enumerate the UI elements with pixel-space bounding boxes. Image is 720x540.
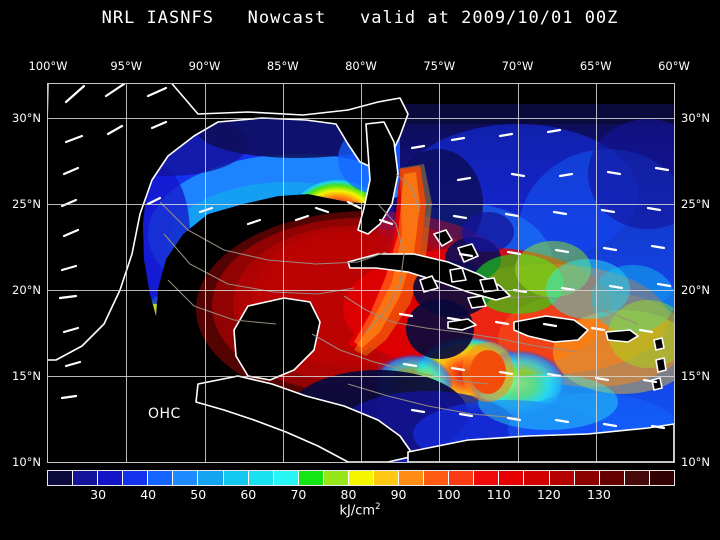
lon-tick-label: 60°W (658, 59, 690, 73)
map-canvas (48, 84, 674, 462)
lat-tick-label: 20°N (681, 283, 710, 298)
colorbar-tick-label: 90 (390, 487, 407, 502)
colorbar-swatch (524, 471, 550, 485)
colorbar-tick-label: 80 (340, 487, 357, 502)
colorbar-swatch (148, 471, 174, 485)
lon-tick-label: 65°W (579, 59, 612, 73)
lat-tick-label: 30°N (681, 111, 710, 126)
colorbar-swatch (223, 471, 249, 485)
lat-tick-label: 25°N (681, 197, 710, 212)
colorbar-tick-label: 100 (436, 487, 461, 502)
colorbar-swatch (374, 471, 400, 485)
units-text: kJ/cm (339, 503, 376, 519)
colorbar-tick-labels: 30 40 50 60 70 80 90 100 110 120 130 (0, 487, 720, 503)
map-plot-frame[interactable]: OHC (47, 83, 675, 463)
colorbar-swatch (273, 471, 299, 485)
lon-tick-label: 95°W (110, 59, 143, 73)
colorbar-swatch (499, 471, 525, 485)
ohc-field-raster (48, 84, 674, 462)
lat-tick-label: 10°N (681, 455, 710, 469)
lon-tick-label: 85°W (266, 59, 299, 73)
lon-tick-label: 100°W (28, 59, 68, 73)
colorbar-swatch (98, 471, 124, 485)
field-label: OHC (148, 406, 181, 422)
colorbar-swatch (549, 471, 575, 485)
colorbar-swatch (48, 471, 74, 485)
lon-tick-label: 70°W (501, 59, 534, 73)
colorbar-swatch (73, 471, 99, 485)
colorbar-swatch (248, 471, 274, 485)
lat-tick-label: 25°N (12, 197, 41, 212)
colorbar-swatch (323, 471, 349, 485)
colorbar-tick-label: 110 (486, 487, 511, 502)
lat-tick-label: 15°N (681, 369, 710, 384)
colorbar-swatch (399, 471, 425, 485)
colorbar-swatch (624, 471, 650, 485)
lat-tick-label: 15°N (12, 369, 41, 384)
colorbar-tick-label: 60 (240, 487, 257, 502)
lon-tick-label: 75°W (423, 59, 456, 73)
units-exponent: 2 (375, 502, 381, 512)
lat-tick-label: 10°N (12, 455, 41, 469)
colorbar-swatch (474, 471, 500, 485)
colorbar-tick-label: 130 (586, 487, 611, 502)
colorbar-units-label: kJ/cm2 (0, 502, 720, 518)
colorbar-tick-label: 70 (290, 487, 307, 502)
page-title: NRL IASNFS Nowcast valid at 2009/10/01 0… (101, 8, 619, 28)
longitude-axis-labels: 100°W 95°W 90°W 85°W 80°W 75°W 70°W 65°W 60°W (0, 59, 720, 75)
colorbar-tick-label: 40 (140, 487, 157, 502)
colorbar-swatch (348, 471, 375, 485)
colorbar-swatch (298, 471, 324, 485)
colorbar-swatch (649, 471, 674, 485)
colorbar-swatch (123, 471, 149, 485)
colorbar-tick-label: 120 (536, 487, 561, 502)
lon-tick-label: 80°W (345, 59, 377, 73)
lat-tick-label: 30°N (12, 111, 41, 126)
colorbar-tick-label: 30 (90, 487, 107, 502)
colorbar-swatch (198, 471, 224, 485)
colorbar[interactable] (47, 470, 675, 486)
colorbar-swatch (599, 471, 625, 485)
colorbar-swatch (574, 471, 600, 485)
lon-tick-label: 90°W (188, 59, 221, 73)
colorbar-swatch (424, 471, 450, 485)
colorbar-swatch (173, 471, 199, 485)
colorbar-swatch (449, 471, 475, 485)
lat-tick-label: 20°N (12, 283, 41, 298)
colorbar-tick-label: 50 (190, 487, 207, 502)
